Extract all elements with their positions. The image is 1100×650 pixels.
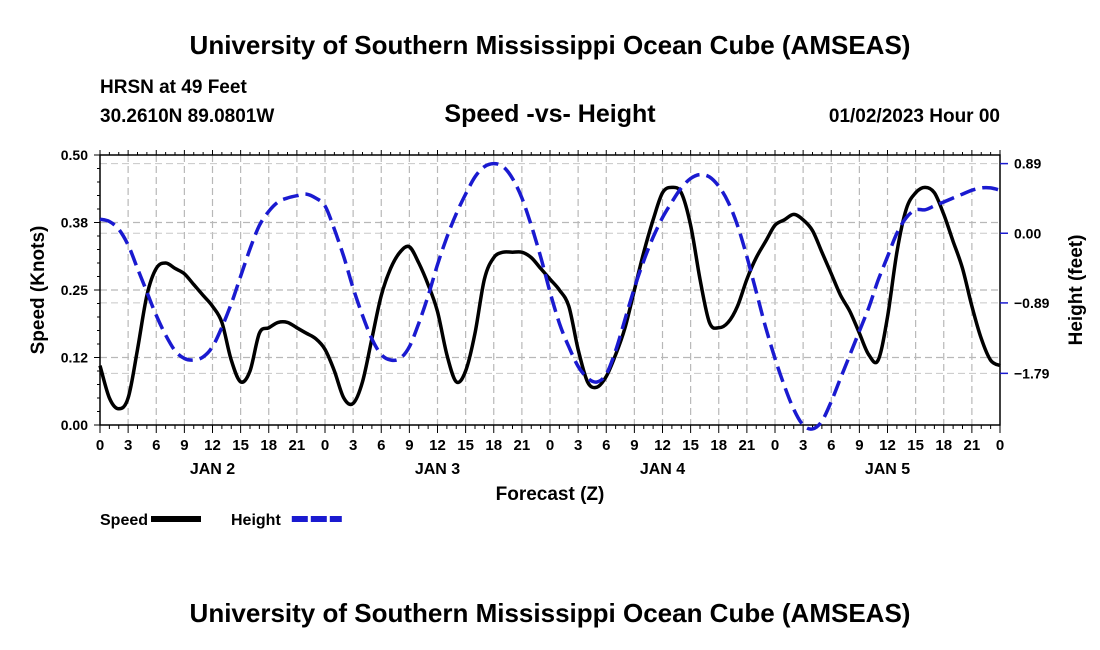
x-tick-label: 15 xyxy=(457,437,474,454)
x-tick-label: 18 xyxy=(260,437,277,454)
x-tick-label: 12 xyxy=(879,437,896,454)
left-tick-label: 0.38 xyxy=(61,215,88,231)
x-tick-label: 21 xyxy=(514,437,531,454)
station-label: HRSN at 49 Feet xyxy=(100,77,247,98)
series-line-height xyxy=(99,161,1001,431)
x-tick-label: 9 xyxy=(630,437,638,454)
x-tick-label: 0 xyxy=(96,437,104,454)
x-tick-label: 6 xyxy=(377,437,385,454)
bottom-title: University of Southern Mississippi Ocean… xyxy=(189,598,911,628)
x-tick-label: 3 xyxy=(574,437,582,454)
day-label: JAN 5 xyxy=(865,461,910,478)
day-label: JAN 4 xyxy=(640,461,685,478)
x-tick-label: 3 xyxy=(124,437,132,454)
x-tick-label: 6 xyxy=(602,437,610,454)
day-label: JAN 3 xyxy=(415,461,460,478)
x-tick-label: 9 xyxy=(855,437,863,454)
x-tick-label: 18 xyxy=(710,437,727,454)
coords-label: 30.2610N 89.0801W xyxy=(100,106,275,127)
x-tick-label: 9 xyxy=(405,437,413,454)
top-title: University of Southern Mississippi Ocean… xyxy=(189,30,911,60)
left-tick-label: 0.25 xyxy=(61,282,88,298)
series-line-speed xyxy=(98,185,1001,411)
x-tick-label: 21 xyxy=(739,437,756,454)
x-tick-label: 12 xyxy=(654,437,671,454)
x-tick-label: 6 xyxy=(827,437,835,454)
x-axis-label: Forecast (Z) xyxy=(496,484,605,505)
x-tick-label: 15 xyxy=(682,437,699,454)
x-tick-label: 15 xyxy=(907,437,924,454)
x-tick-label: 3 xyxy=(799,437,807,454)
x-tick-label: 0 xyxy=(771,437,779,454)
x-tick-label: 12 xyxy=(204,437,221,454)
x-tick-label: 12 xyxy=(429,437,446,454)
x-tick-label: 21 xyxy=(964,437,981,454)
chart-title: Speed -vs- Height xyxy=(444,100,656,128)
left-tick-label: 0.50 xyxy=(61,147,88,163)
right-tick-label: −1.79 xyxy=(1014,365,1050,381)
right-tick-label: 0.89 xyxy=(1014,156,1041,172)
x-tick-label: 18 xyxy=(935,437,952,454)
x-tick-label: 15 xyxy=(232,437,249,454)
right-tick-label: −0.89 xyxy=(1014,295,1050,311)
right-tick-label: 0.00 xyxy=(1014,225,1041,241)
y-axis-label-right: Height (feet) xyxy=(1066,235,1087,346)
legend-label-height: Height xyxy=(231,512,281,529)
x-tick-label: 21 xyxy=(289,437,306,454)
left-tick-label: 0.00 xyxy=(61,417,88,433)
x-tick-label: 0 xyxy=(321,437,329,454)
x-tick-label: 18 xyxy=(485,437,502,454)
legend-label-speed: Speed xyxy=(100,512,148,529)
y-axis-label-left: Speed (Knots) xyxy=(28,226,49,355)
datetime-label: 01/02/2023 Hour 00 xyxy=(828,106,1000,127)
left-tick-label: 0.12 xyxy=(61,350,88,366)
x-tick-label: 0 xyxy=(996,437,1004,454)
x-tick-label: 9 xyxy=(180,437,188,454)
x-tick-label: 3 xyxy=(349,437,357,454)
day-label: JAN 2 xyxy=(190,461,235,478)
x-tick-label: 0 xyxy=(546,437,554,454)
x-tick-label: 6 xyxy=(152,437,160,454)
